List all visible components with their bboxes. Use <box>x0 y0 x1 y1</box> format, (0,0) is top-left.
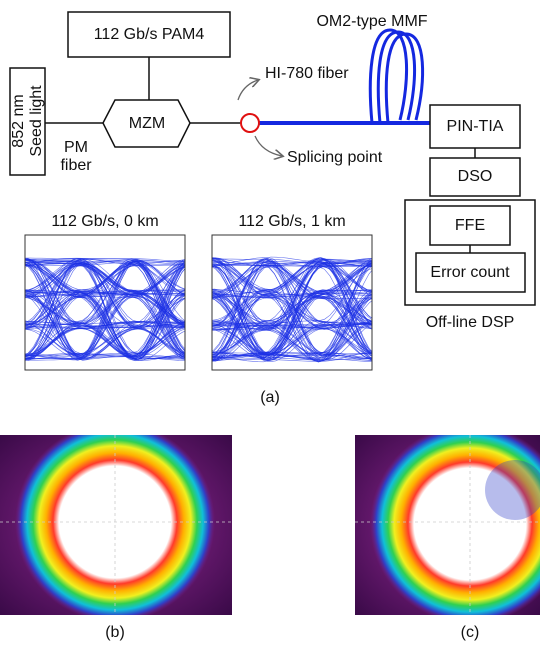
arrow <box>255 136 282 156</box>
seed-label: Seed light <box>28 85 45 157</box>
mzm-label: MZM <box>129 115 165 132</box>
panel-label: (b) <box>105 624 125 641</box>
eye-diagram <box>153 257 436 362</box>
panel-label: (c) <box>461 624 480 641</box>
ffe-label: FFE <box>455 217 485 234</box>
mmf-label: OM2-type MMF <box>316 13 427 30</box>
eye-trace <box>0 259 248 361</box>
pm-label: PM <box>64 139 88 156</box>
pam4-label: 112 Gb/s PAM4 <box>94 26 205 43</box>
figure: 112 Gb/s PAM4 852 nm Seed light PM fiber… <box>0 0 540 647</box>
hi780-label: HI-780 fiber <box>265 65 349 82</box>
seed-label: 852 nm <box>10 94 27 147</box>
page: 112 Gb/s PAM4 852 nm Seed light PM fiber… <box>0 0 540 647</box>
fiber-coil <box>370 30 422 123</box>
dsp-label: Off-line DSP <box>426 314 515 331</box>
pin-tia-label: PIN-TIA <box>447 118 504 135</box>
panel-label: (a) <box>260 389 280 406</box>
splicing-label: Splicing point <box>287 149 383 166</box>
pm-label: fiber <box>60 157 92 174</box>
dso-label: DSO <box>458 168 493 185</box>
arrow <box>238 80 258 100</box>
eye-trace <box>160 291 435 358</box>
beam-image <box>355 424 540 624</box>
splice-point <box>241 114 259 132</box>
error-count-label: Error count <box>430 264 510 281</box>
beam-image <box>0 422 232 622</box>
eye-title: 112 Gb/s, 1 km <box>238 213 345 230</box>
eye-title: 112 Gb/s, 0 km <box>51 213 158 230</box>
